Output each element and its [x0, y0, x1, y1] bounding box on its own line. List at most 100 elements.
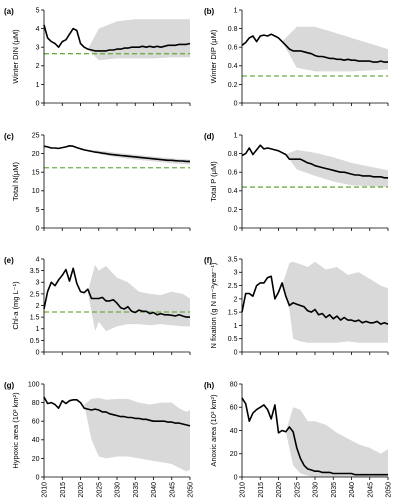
y-tick-label: 1 [36, 82, 40, 89]
uncertainty-band [282, 261, 388, 343]
y-tick-label: 3.5 [228, 256, 238, 263]
y-tick-label: 5 [36, 7, 40, 14]
y-tick-label: 4 [36, 256, 40, 263]
y-tick-label: 1 [234, 7, 238, 14]
y-tick-label: 5 [36, 207, 40, 214]
x-tick-label: 2040 [151, 482, 158, 498]
x-tick-label: 2035 [133, 482, 140, 498]
y-tick-label: 2 [234, 296, 238, 303]
y-tick-label: 0 [36, 349, 40, 356]
y-tick-label: 60 [230, 405, 238, 412]
series-line [241, 275, 389, 325]
y-tick-label: 15 [32, 170, 40, 177]
uncertainty-band [285, 149, 388, 188]
series-line [241, 144, 388, 179]
x-tick-label: 2020 [276, 482, 283, 498]
series-line [43, 396, 191, 427]
y-tick-label: 0.4 [228, 63, 238, 70]
x-tick-label: 2050 [386, 482, 393, 498]
x-tick-label: 2045 [367, 482, 374, 498]
chart-panel-6: 0 0.5 1 1.5 2 2.5 3 3.5 N fixation (g N m⁻²year⁻… [204, 256, 389, 356]
x-tick-label: 2025 [294, 482, 301, 498]
y-axis-label: Total N(μM) [11, 162, 20, 201]
y-tick-label: 0 [36, 474, 40, 481]
y-tick-label: 0.6 [228, 45, 238, 52]
panel-label: (g) [4, 381, 15, 390]
x-tick-label: 2010 [240, 482, 247, 498]
y-tick-label: 0.2 [228, 207, 238, 214]
y-tick-label: 2.5 [30, 291, 40, 298]
uncertainty-band [84, 397, 190, 472]
y-tick-label: 0 [234, 225, 238, 232]
y-tick-label: 40 [230, 428, 238, 435]
panel-label: (b) [204, 7, 215, 16]
y-axis-label: Hypoxic area (10³ km²) [11, 392, 20, 469]
y-tick-label: 2.5 [228, 283, 238, 290]
x-tick-label: 2030 [115, 482, 122, 498]
y-axis-label: N fixation (g N m⁻²year⁻¹) [209, 262, 218, 348]
y-tick-label: 2 [36, 63, 40, 70]
y-tick-label: 25 [32, 132, 40, 139]
panel-label: (h) [204, 381, 215, 390]
y-tick-label: 1 [36, 326, 40, 333]
y-tick-label: 60 [32, 419, 40, 426]
panel-label: (d) [204, 132, 215, 141]
series-line [43, 24, 191, 52]
y-tick-label: 0.8 [228, 26, 238, 33]
y-tick-label: 0 [234, 474, 238, 481]
x-tick-label: 2050 [188, 482, 195, 498]
panel-label: (c) [4, 132, 14, 141]
y-tick-label: 0.5 [30, 338, 40, 345]
x-tick-label: 2015 [258, 482, 265, 498]
y-tick-label: 20 [32, 456, 40, 463]
y-tick-label: 0 [36, 100, 40, 107]
x-tick-label: 2035 [331, 482, 338, 498]
x-tick-label: 2045 [169, 482, 176, 498]
panel-label: (e) [4, 256, 14, 265]
panel-label: (a) [4, 7, 14, 16]
y-axis-label: Winter DIP (μM) [209, 29, 218, 83]
x-tick-label: 2015 [60, 482, 67, 498]
chart-panel-5: 0 0.5 1 1.5 2 2.5 3 3.5 4 Chl-a (mg L⁻¹) (e) [4, 256, 191, 356]
y-tick-label: 20 [32, 151, 40, 158]
uncertainty-band [282, 26, 388, 72]
y-tick-label: 20 [230, 451, 238, 458]
chart-panel-1: 0 1 2 3 4 5 Winter DIN (μM) (a) [4, 7, 191, 107]
y-tick-label: 3 [36, 45, 40, 52]
x-tick-label: 2040 [349, 482, 356, 498]
y-axis-label: Winter DIN (μM) [11, 29, 20, 84]
x-tick-label: 2010 [42, 482, 49, 498]
y-tick-label: 3 [36, 280, 40, 287]
y-tick-label: 1 [234, 323, 238, 330]
y-tick-label: 10 [32, 188, 40, 195]
y-tick-label: 0 [36, 225, 40, 232]
uncertainty-band [285, 407, 388, 477]
y-tick-label: 80 [32, 400, 40, 407]
panel-label: (f) [204, 256, 212, 265]
x-tick-label: 2025 [96, 482, 103, 498]
series-line [43, 267, 190, 318]
x-tick-label: 2020 [78, 482, 85, 498]
y-tick-label: 0.8 [228, 151, 238, 158]
y-tick-label: 0.2 [228, 82, 238, 89]
y-axis-label: Chl-a (mg L⁻¹) [11, 281, 20, 330]
y-tick-label: 100 [28, 381, 40, 388]
y-tick-label: 3 [234, 270, 238, 277]
y-tick-label: 0.6 [228, 170, 238, 177]
y-tick-label: 0 [234, 100, 238, 107]
y-tick-label: 1.5 [228, 310, 238, 317]
y-tick-label: 0.4 [228, 188, 238, 195]
y-tick-label: 0.5 [228, 336, 238, 343]
series-line [241, 397, 388, 476]
y-tick-label: 3.5 [30, 268, 40, 275]
y-tick-label: 0 [234, 349, 238, 356]
series-line [43, 145, 190, 163]
y-tick-label: 80 [230, 381, 238, 388]
x-tick-label: 2030 [313, 482, 320, 498]
chart-panel-3: 0 5 10 15 20 25 Total N(μM) (c) [4, 132, 191, 232]
y-axis-label: Anoxic area (10³ km²) [209, 394, 218, 467]
y-tick-label: 40 [32, 437, 40, 444]
